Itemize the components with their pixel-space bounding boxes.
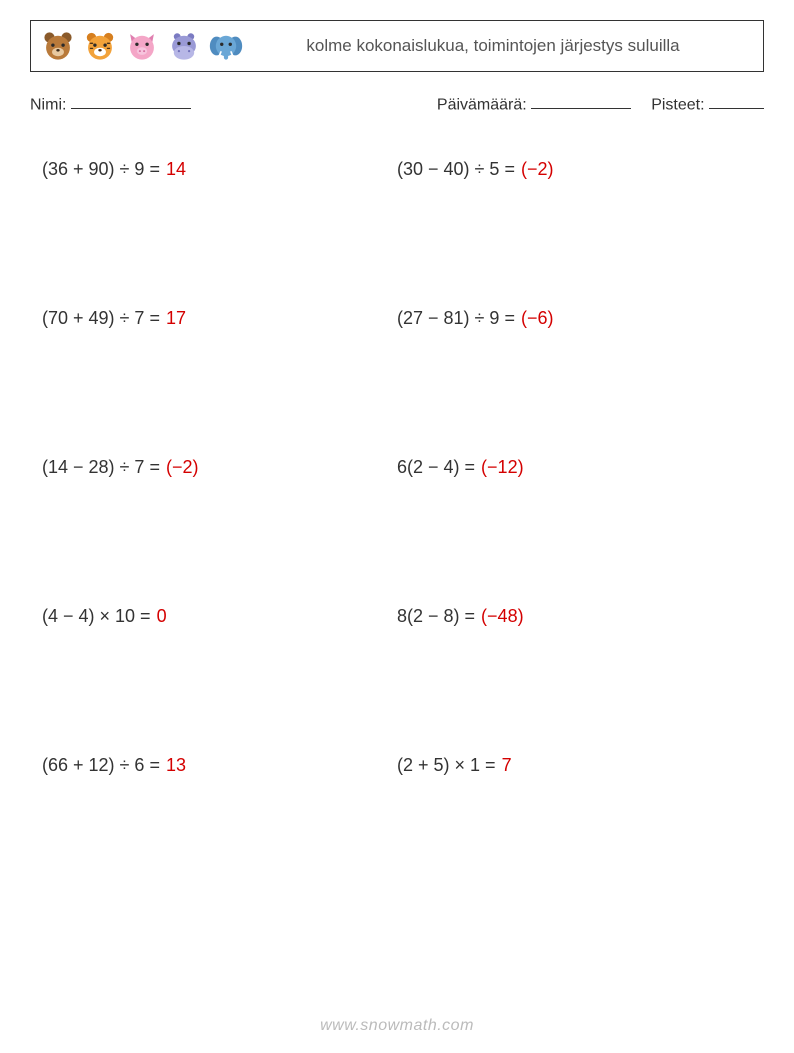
problem-row: (14 − 28) ÷ 7 = (−2) 6(2 − 4) = (−12) [42, 457, 752, 478]
worksheet-page: kolme kokonaislukua, toimintojen järjest… [0, 0, 794, 1053]
answer: 14 [166, 159, 186, 180]
answer: (−6) [521, 308, 554, 329]
expression: (30 − 40) ÷ 5 = [397, 159, 515, 180]
expression: 6(2 − 4) = [397, 457, 475, 478]
problem: (14 − 28) ÷ 7 = (−2) [42, 457, 397, 478]
answer: (−2) [166, 457, 199, 478]
answer: 17 [166, 308, 186, 329]
header-box: kolme kokonaislukua, toimintojen järjest… [30, 20, 764, 72]
tiger-icon [83, 29, 117, 63]
score-blank[interactable] [709, 94, 764, 109]
bear-icon [41, 29, 75, 63]
expression: 8(2 − 8) = [397, 606, 475, 627]
answer: 13 [166, 755, 186, 776]
problem-row: (70 + 49) ÷ 7 = 17 (27 − 81) ÷ 9 = (−6) [42, 308, 752, 329]
date-field: Päivämäärä: [437, 94, 631, 114]
name-field: Nimi: [30, 94, 437, 114]
expression: (14 − 28) ÷ 7 = [42, 457, 160, 478]
problem-row: (66 + 12) ÷ 6 = 13 (2 + 5) × 1 = 7 [42, 755, 752, 776]
answer: 0 [157, 606, 167, 627]
problem: (66 + 12) ÷ 6 = 13 [42, 755, 397, 776]
problem: (4 − 4) × 10 = 0 [42, 606, 397, 627]
footer-url: www.snowmath.com [0, 1017, 794, 1035]
expression: (4 − 4) × 10 = [42, 606, 151, 627]
elephant-icon [209, 29, 243, 63]
expression: (27 − 81) ÷ 9 = [397, 308, 515, 329]
score-label: Pisteet: [651, 96, 704, 113]
answer: (−48) [481, 606, 524, 627]
expression: (36 + 90) ÷ 9 = [42, 159, 160, 180]
worksheet-title: kolme kokonaislukua, toimintojen järjest… [243, 35, 753, 56]
problem-row: (4 − 4) × 10 = 0 8(2 − 8) = (−48) [42, 606, 752, 627]
name-blank[interactable] [71, 94, 191, 109]
name-label: Nimi: [30, 96, 66, 113]
problem: 6(2 − 4) = (−12) [397, 457, 752, 478]
answer: 7 [502, 755, 512, 776]
score-field: Pisteet: [651, 94, 764, 114]
answer: (−12) [481, 457, 524, 478]
expression: (70 + 49) ÷ 7 = [42, 308, 160, 329]
problem: (2 + 5) × 1 = 7 [397, 755, 752, 776]
problem: 8(2 − 8) = (−48) [397, 606, 752, 627]
answer: (−2) [521, 159, 554, 180]
problems-grid: (36 + 90) ÷ 9 = 14 (30 − 40) ÷ 5 = (−2) … [30, 159, 764, 776]
expression: (66 + 12) ÷ 6 = [42, 755, 160, 776]
date-blank[interactable] [531, 94, 631, 109]
header-icons [41, 29, 243, 63]
hippo-icon [167, 29, 201, 63]
problem: (70 + 49) ÷ 7 = 17 [42, 308, 397, 329]
expression: (2 + 5) × 1 = [397, 755, 496, 776]
problem: (27 − 81) ÷ 9 = (−6) [397, 308, 752, 329]
date-label: Päivämäärä: [437, 96, 527, 113]
info-row: Nimi: Päivämäärä: Pisteet: [30, 94, 764, 114]
problem: (36 + 90) ÷ 9 = 14 [42, 159, 397, 180]
pig-icon [125, 29, 159, 63]
problem: (30 − 40) ÷ 5 = (−2) [397, 159, 752, 180]
problem-row: (36 + 90) ÷ 9 = 14 (30 − 40) ÷ 5 = (−2) [42, 159, 752, 180]
